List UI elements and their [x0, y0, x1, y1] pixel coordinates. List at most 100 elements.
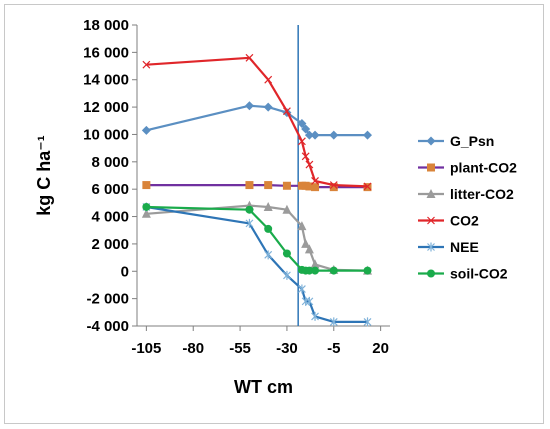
y-axis-title: kg C ha⁻¹ — [34, 135, 54, 216]
series-co2 — [142, 53, 372, 191]
data-point — [141, 125, 151, 135]
legend-label: CO2 — [450, 213, 479, 229]
y-tick-label: 2 000 — [91, 236, 129, 253]
y-tick-label: 16 000 — [83, 44, 129, 61]
data-point — [244, 101, 254, 111]
data-point — [297, 284, 306, 294]
legend-item: CO2 — [418, 213, 479, 229]
data-point — [245, 53, 254, 62]
series-nee — [142, 202, 372, 327]
series-plant-co2 — [142, 181, 372, 192]
x-tick-label: 20 — [372, 340, 389, 357]
data-point — [427, 242, 435, 252]
data-point — [426, 189, 436, 198]
data-point — [301, 124, 311, 134]
y-tick-label: 18 000 — [83, 17, 129, 34]
data-point — [297, 119, 307, 129]
x-tick-label: -105 — [131, 340, 161, 357]
legend-label: G_Psn — [450, 133, 494, 149]
y-tick-label: 8 000 — [91, 154, 129, 171]
data-point — [329, 130, 339, 140]
y-tick-label: 6 000 — [91, 181, 129, 198]
data-point — [282, 181, 291, 190]
data-point — [301, 238, 311, 248]
series-line — [146, 205, 368, 272]
data-point — [427, 269, 435, 278]
data-point — [282, 249, 291, 258]
x-tick-label: -80 — [182, 340, 204, 357]
legend-label: plant-CO2 — [450, 160, 517, 176]
axes — [136, 25, 390, 327]
y-tick-label: 0 — [121, 263, 129, 280]
data-point — [311, 177, 319, 185]
data-point — [304, 130, 314, 140]
data-point — [363, 182, 372, 191]
x-axis-title: WT cm — [234, 377, 293, 397]
data-point — [141, 208, 151, 218]
data-point — [297, 137, 306, 146]
data-point — [311, 183, 320, 192]
legend: G_Psn plant-CO2 litter-CO2 CO2 NEE soil-CO2 — [418, 133, 517, 282]
series-line — [146, 56, 368, 188]
data-point — [305, 296, 314, 306]
data-point — [311, 266, 320, 275]
data-point — [142, 202, 151, 211]
y-tick-label: 12 000 — [83, 99, 129, 116]
data-point — [283, 107, 291, 116]
data-point — [329, 317, 338, 327]
data-point — [264, 250, 273, 260]
data-point — [329, 266, 338, 275]
series-g-psn — [141, 101, 373, 140]
data-point — [305, 160, 314, 169]
data-point — [245, 181, 254, 190]
legend-item: plant-CO2 — [418, 160, 517, 176]
legend-item: G_Psn — [418, 133, 494, 149]
data-point — [263, 102, 273, 112]
legend-item: soil-CO2 — [418, 266, 508, 282]
series-soil-co2 — [142, 202, 372, 275]
legend-label: NEE — [450, 239, 479, 255]
data-point — [363, 266, 372, 275]
x-tick-label: -55 — [229, 340, 251, 357]
legend-label: litter-CO2 — [450, 186, 514, 202]
y-tick-label: -4 000 — [86, 318, 129, 335]
series-line — [146, 104, 368, 137]
legend-item: NEE — [418, 239, 479, 255]
series-group — [141, 53, 373, 327]
x-tick-label: -5 — [327, 340, 340, 357]
x-ticks: -105 -80 -55 -30 -5 20 — [131, 326, 389, 357]
y-tick-label: 14 000 — [83, 72, 129, 89]
data-point — [329, 183, 338, 192]
data-point — [301, 152, 310, 161]
x-tick-label: -30 — [276, 340, 298, 357]
legend-label: soil-CO2 — [450, 266, 508, 282]
data-point — [264, 181, 273, 190]
data-point — [304, 244, 314, 254]
data-point — [305, 182, 314, 191]
data-point — [142, 181, 151, 190]
data-point — [263, 201, 273, 211]
data-point — [310, 259, 320, 269]
series-line — [146, 204, 368, 272]
data-point — [264, 224, 273, 233]
data-point — [283, 270, 291, 280]
data-point — [245, 218, 254, 228]
data-point — [426, 136, 436, 146]
y-tick-label: 10 000 — [83, 126, 129, 143]
y-tick-label: 4 000 — [91, 209, 129, 226]
series-line — [146, 205, 368, 323]
y-ticks: -4 000 -2 000 0 2 000 4 000 6 000 8 000 10 000 1… — [83, 17, 137, 335]
chart-frame — [4, 4, 544, 424]
data-point — [264, 75, 273, 84]
data-point — [282, 204, 292, 214]
data-point — [142, 60, 151, 69]
data-point — [297, 221, 307, 231]
data-point — [363, 317, 372, 327]
data-point — [245, 205, 254, 214]
data-point — [427, 216, 435, 225]
data-point — [329, 181, 338, 190]
data-point — [305, 266, 314, 275]
data-point — [427, 163, 435, 172]
data-point — [310, 130, 320, 140]
